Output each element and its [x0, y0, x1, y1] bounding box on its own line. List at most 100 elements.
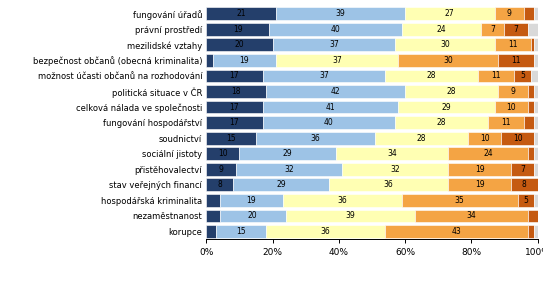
Bar — [206, 225, 216, 238]
Text: 43: 43 — [452, 227, 462, 236]
Text: 28: 28 — [427, 71, 437, 80]
Bar — [206, 70, 263, 82]
Bar — [276, 7, 405, 20]
Bar — [206, 210, 219, 222]
Bar — [534, 147, 538, 160]
Text: 19: 19 — [475, 165, 484, 174]
Text: 11: 11 — [508, 40, 517, 49]
Text: 39: 39 — [345, 211, 355, 220]
Text: 34: 34 — [466, 211, 476, 220]
Text: 20: 20 — [248, 211, 257, 220]
Bar — [206, 132, 256, 144]
Bar — [534, 194, 538, 207]
Text: 17: 17 — [230, 71, 239, 80]
Bar — [531, 39, 534, 51]
Bar — [517, 194, 534, 207]
Bar — [534, 54, 538, 67]
Bar — [399, 101, 495, 113]
Bar — [402, 194, 517, 207]
Text: 27: 27 — [445, 9, 454, 18]
Bar — [402, 23, 481, 36]
Bar — [263, 116, 395, 129]
Bar — [282, 194, 402, 207]
Text: 29: 29 — [441, 103, 451, 112]
Bar — [504, 23, 528, 36]
Text: 20: 20 — [235, 40, 244, 49]
Bar — [219, 194, 282, 207]
Text: 37: 37 — [332, 56, 342, 65]
Bar — [206, 101, 263, 113]
Bar — [534, 116, 538, 129]
Text: 10: 10 — [506, 103, 516, 112]
Bar — [269, 23, 402, 36]
Text: 32: 32 — [285, 165, 294, 174]
Text: 5: 5 — [520, 71, 525, 80]
Bar — [216, 225, 266, 238]
Bar — [276, 54, 399, 67]
Text: 11: 11 — [512, 56, 521, 65]
Bar — [488, 116, 525, 129]
Bar — [534, 85, 538, 98]
Bar — [528, 23, 538, 36]
Bar — [206, 179, 233, 191]
Text: 19: 19 — [246, 196, 256, 205]
Bar — [266, 85, 405, 98]
Bar — [534, 7, 538, 20]
Text: 36: 36 — [337, 196, 347, 205]
Text: 29: 29 — [283, 149, 292, 158]
Bar — [273, 39, 395, 51]
Text: 10: 10 — [480, 134, 489, 143]
Text: 21: 21 — [236, 9, 246, 18]
Bar — [528, 147, 534, 160]
Text: 9: 9 — [510, 87, 515, 96]
Text: 35: 35 — [455, 196, 465, 205]
Text: 36: 36 — [321, 227, 331, 236]
Text: 30: 30 — [443, 56, 453, 65]
Bar — [342, 163, 448, 176]
Text: 34: 34 — [387, 149, 397, 158]
Bar — [236, 163, 342, 176]
Bar — [511, 163, 534, 176]
Bar — [534, 225, 538, 238]
Text: 40: 40 — [324, 118, 334, 127]
Bar — [385, 70, 478, 82]
Text: 40: 40 — [331, 25, 340, 34]
Text: 18: 18 — [231, 87, 241, 96]
Bar — [448, 179, 511, 191]
Bar — [511, 179, 538, 191]
Text: 11: 11 — [491, 71, 501, 80]
Bar — [329, 179, 448, 191]
Text: 28: 28 — [417, 134, 426, 143]
Bar — [336, 147, 448, 160]
Bar — [213, 54, 276, 67]
Text: 11: 11 — [501, 118, 511, 127]
Bar — [528, 101, 534, 113]
Bar — [395, 116, 488, 129]
Bar — [495, 101, 528, 113]
Bar — [219, 210, 286, 222]
Bar — [405, 7, 495, 20]
Text: 36: 36 — [311, 134, 320, 143]
Bar — [448, 147, 528, 160]
Text: 39: 39 — [336, 9, 345, 18]
Text: 36: 36 — [384, 180, 393, 189]
Bar — [415, 210, 528, 222]
Text: 37: 37 — [329, 40, 339, 49]
Text: 5: 5 — [523, 196, 528, 205]
Bar — [206, 116, 263, 129]
Bar — [478, 70, 514, 82]
Text: 19: 19 — [233, 25, 243, 34]
Bar — [525, 7, 534, 20]
Bar — [206, 194, 219, 207]
Bar — [528, 85, 534, 98]
Bar — [206, 85, 266, 98]
Bar — [206, 23, 269, 36]
Text: 7: 7 — [490, 25, 495, 34]
Bar — [534, 39, 538, 51]
Bar — [263, 101, 399, 113]
Bar — [206, 7, 276, 20]
Bar — [206, 39, 273, 51]
Text: 8: 8 — [522, 180, 527, 189]
Text: 37: 37 — [319, 71, 329, 80]
Bar — [498, 85, 528, 98]
